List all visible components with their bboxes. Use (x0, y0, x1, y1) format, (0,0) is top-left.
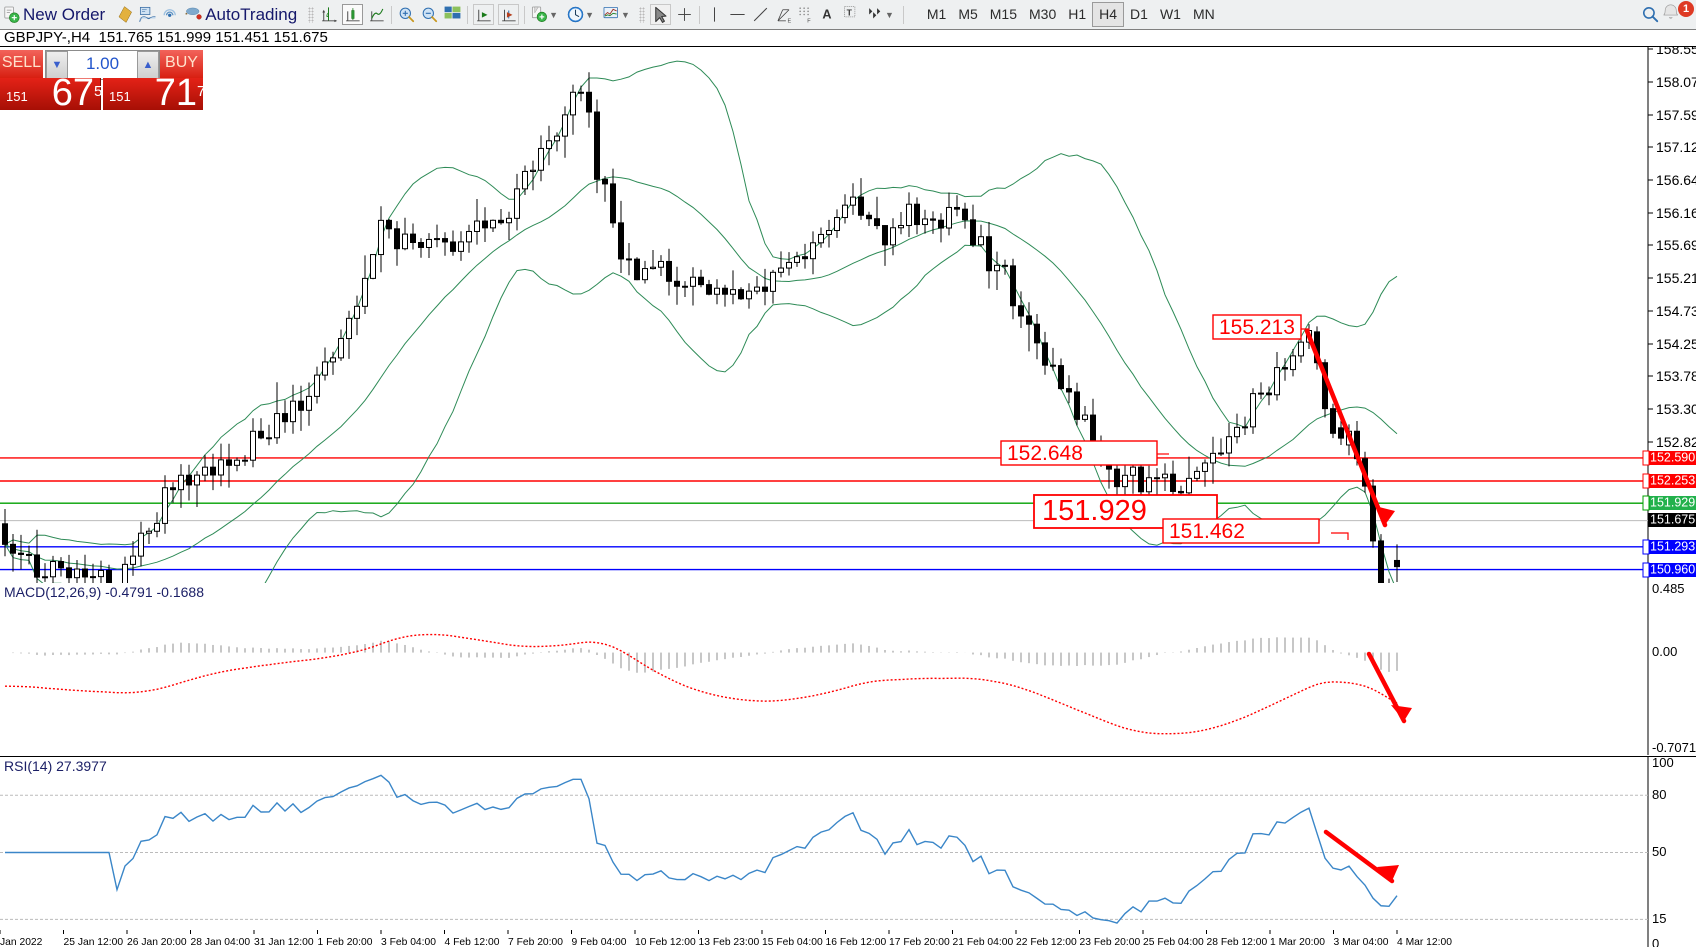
svg-text:RSI(14) 27.3977: RSI(14) 27.3977 (4, 758, 107, 774)
svg-text:154.730: 154.730 (1656, 303, 1696, 319)
svg-text:3 Feb 04:00: 3 Feb 04:00 (381, 937, 436, 947)
svg-text:100: 100 (1652, 757, 1674, 770)
svg-text:21 Feb 04:00: 21 Feb 04:00 (953, 937, 1014, 947)
svg-text:4 Feb 12:00: 4 Feb 12:00 (445, 937, 500, 947)
svg-text:15 Feb 04:00: 15 Feb 04:00 (762, 937, 823, 947)
svg-text:158.070: 158.070 (1656, 74, 1696, 90)
svg-text:16 Feb 12:00: 16 Feb 12:00 (826, 937, 887, 947)
svg-text:T: T (847, 7, 853, 17)
svg-text:80: 80 (1652, 787, 1666, 802)
svg-text:150.960: 150.960 (1650, 563, 1695, 577)
svg-text:25 Feb 04:00: 25 Feb 04:00 (1143, 937, 1204, 947)
svg-text:9 Feb 04:00: 9 Feb 04:00 (572, 937, 627, 947)
svg-text:0.00: 0.00 (1652, 644, 1677, 659)
svg-text:22 Feb 12:00: 22 Feb 12:00 (1016, 937, 1077, 947)
svg-text:F: F (807, 18, 811, 24)
svg-text:152.590: 152.590 (1650, 451, 1695, 465)
svg-text:15: 15 (1652, 911, 1666, 926)
svg-text:Jan 2022: Jan 2022 (0, 937, 43, 947)
svg-text:4 Mar 12:00: 4 Mar 12:00 (1397, 937, 1452, 947)
svg-text:153.780: 153.780 (1656, 368, 1696, 384)
svg-text:0: 0 (1652, 936, 1659, 947)
svg-text:31 Jan 12:00: 31 Jan 12:00 (254, 937, 314, 947)
svg-text:152.820: 152.820 (1656, 434, 1696, 450)
svg-text:152.253: 152.253 (1650, 474, 1695, 488)
svg-text:156.640: 156.640 (1656, 172, 1696, 188)
svg-text:7 Feb 20:00: 7 Feb 20:00 (508, 937, 563, 947)
svg-text:3 Mar 04:00: 3 Mar 04:00 (1334, 937, 1389, 947)
svg-text:-0.7071: -0.7071 (1652, 740, 1696, 755)
svg-text:A: A (822, 7, 831, 21)
svg-text:156.160: 156.160 (1656, 205, 1696, 221)
svg-text:13 Feb 23:00: 13 Feb 23:00 (699, 937, 760, 947)
svg-text:151.929: 151.929 (1650, 496, 1695, 510)
svg-text:152.648: 152.648 (1007, 442, 1083, 465)
svg-text:155.213: 155.213 (1219, 316, 1295, 339)
svg-text:26 Jan 20:00: 26 Jan 20:00 (127, 937, 187, 947)
svg-text:153.300: 153.300 (1656, 401, 1696, 417)
svg-text:0.485: 0.485 (1652, 583, 1685, 596)
svg-text:28 Feb 12:00: 28 Feb 12:00 (1207, 937, 1268, 947)
svg-text:151.462: 151.462 (1169, 520, 1245, 543)
svg-text:25 Jan 12:00: 25 Jan 12:00 (64, 937, 124, 947)
svg-text:1 Mar 20:00: 1 Mar 20:00 (1270, 937, 1325, 947)
svg-text:157.120: 157.120 (1656, 139, 1696, 155)
svg-text:151.675: 151.675 (1650, 513, 1695, 527)
svg-text:28 Jan 04:00: 28 Jan 04:00 (191, 937, 251, 947)
svg-text:10 Feb 12:00: 10 Feb 12:00 (635, 937, 696, 947)
svg-text:50: 50 (1652, 844, 1666, 859)
svg-text:MACD(12,26,9) -0.4791 -0.1688: MACD(12,26,9) -0.4791 -0.1688 (4, 584, 204, 600)
svg-text:17 Feb 20:00: 17 Feb 20:00 (889, 937, 950, 947)
svg-text:151.929: 151.929 (1042, 495, 1147, 527)
svg-text:157.590: 157.590 (1656, 107, 1696, 123)
svg-text:158.550: 158.550 (1656, 47, 1696, 57)
svg-text:155.210: 155.210 (1656, 270, 1696, 286)
svg-text:154.250: 154.250 (1656, 336, 1696, 352)
svg-text:155.690: 155.690 (1656, 237, 1696, 253)
svg-text:23 Feb 20:00: 23 Feb 20:00 (1080, 937, 1141, 947)
svg-text:1 Feb 20:00: 1 Feb 20:00 (318, 937, 373, 947)
svg-text:151.293: 151.293 (1650, 540, 1695, 554)
svg-text:E: E (787, 18, 791, 24)
